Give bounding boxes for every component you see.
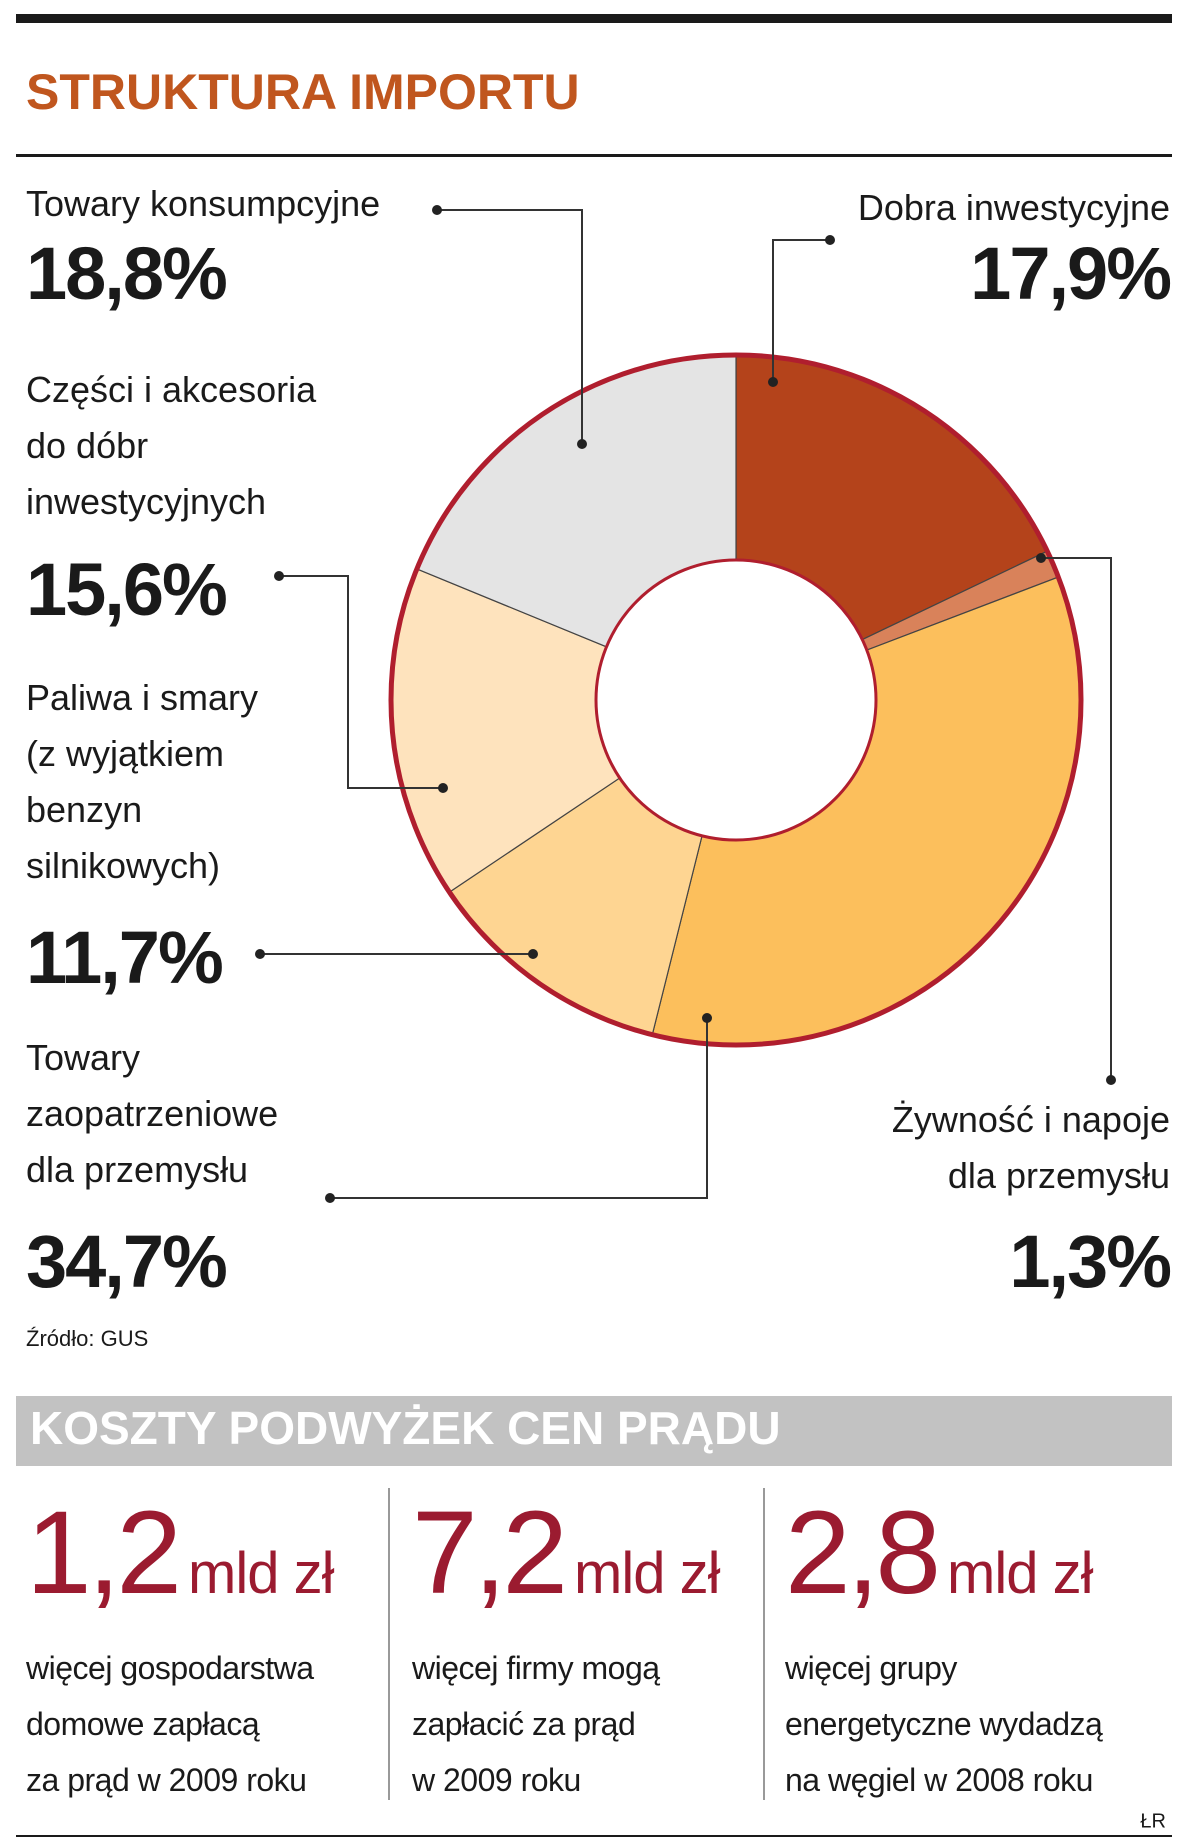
- stat-figure: 7,2 mld zł: [412, 1487, 721, 1619]
- value-label: 11,7%: [26, 916, 224, 999]
- stat-unit: mld zł: [188, 1541, 334, 1606]
- stat-amount: 1,2: [26, 1487, 182, 1619]
- stat-figure: 2,8 mld zł: [785, 1487, 1094, 1619]
- stat-unit: mld zł: [574, 1541, 720, 1606]
- category-label: Części i akcesoria do dóbr inwestycyjnyc…: [26, 369, 317, 522]
- chart-title: STRUKTURA IMPORTU: [26, 64, 580, 120]
- value-label: 1,3%: [1009, 1220, 1172, 1303]
- top-rule: [16, 14, 1172, 23]
- hole: [594, 558, 878, 842]
- leader-dots: [255, 205, 1116, 1203]
- donut: [388, 352, 1084, 1048]
- source: Źródło: GUS: [26, 1326, 148, 1351]
- credit: ŁR: [1140, 1810, 1166, 1832]
- stat-amount: 7,2: [412, 1487, 568, 1619]
- category-label: Towary zaopatrzeniowe dla przemysłu: [26, 1037, 279, 1190]
- stat-figure: 1,2 mld zł: [26, 1487, 335, 1619]
- value-label: 17,9%: [970, 232, 1172, 315]
- stat-unit: mld zł: [947, 1541, 1093, 1606]
- category-label: Dobra inwestycyjne: [857, 187, 1170, 228]
- category-label: Żywność i napoje dla przemysłu: [891, 1099, 1170, 1196]
- title-rule: [16, 154, 1172, 157]
- category-label: Towary konsumpcyjne: [26, 183, 381, 224]
- ring: [388, 352, 1084, 1048]
- value-label: 15,6%: [26, 548, 228, 631]
- section-bar: [16, 1396, 1172, 1466]
- category-label: Paliwa i smary (z wyjątkiem benzyn silni…: [26, 677, 259, 886]
- stat-description: więcej firmy mogą zapłacić za prąd w 200…: [412, 1650, 660, 1798]
- value-label: 34,7%: [26, 1220, 228, 1303]
- section-title: KOSZTY PODWYŻEK CEN PRĄDU: [30, 1402, 781, 1454]
- stat-description: więcej grupy energetyczne wydadzą na węg…: [785, 1650, 1103, 1798]
- stat-description: więcej gospodarstwa domowe zapłacą za pr…: [26, 1650, 314, 1798]
- leaders: [260, 209, 1112, 1199]
- stat-amount: 2,8: [785, 1487, 941, 1619]
- value-label: 18,8%: [26, 232, 228, 315]
